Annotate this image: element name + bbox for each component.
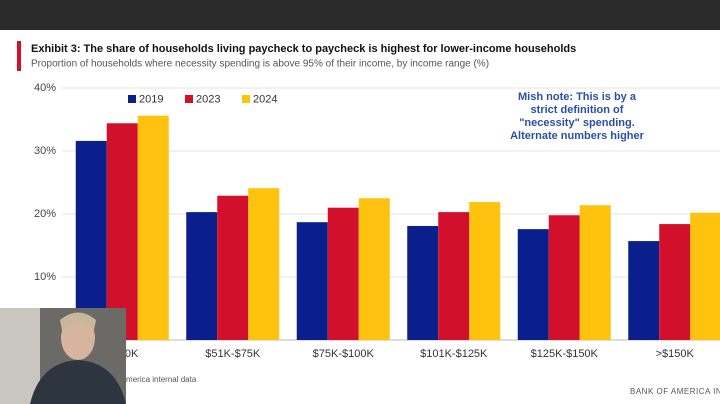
bar — [186, 212, 218, 340]
x-tick-label: >$150K — [656, 348, 695, 360]
source: Source: Bank of America internal data — [62, 375, 197, 384]
bar — [327, 207, 359, 340]
webcam-hair — [60, 312, 96, 330]
annotation: Alternate numbers higher — [510, 130, 645, 142]
bar — [358, 198, 390, 340]
legend-label: 2019 — [139, 93, 163, 105]
webcam-overlay — [0, 308, 126, 404]
x-tick-label: $75K-$100K — [313, 348, 375, 360]
y-tick-label: 10% — [34, 271, 56, 283]
bar — [469, 202, 501, 340]
x-tick-label: $125K-$150K — [531, 348, 599, 360]
title-accent — [17, 41, 21, 71]
chart-subtitle: Proportion of households where necessity… — [31, 59, 489, 70]
legend-swatch — [128, 95, 136, 103]
bar — [217, 195, 249, 340]
legend-label: 2023 — [196, 93, 220, 105]
legend-swatch — [185, 95, 193, 103]
bar — [517, 229, 549, 340]
legend-swatch — [242, 95, 250, 103]
webcam-face — [61, 316, 95, 360]
bar — [548, 215, 580, 340]
bar — [628, 241, 660, 340]
bar — [248, 188, 280, 340]
bar — [438, 212, 470, 340]
footer: BANK OF AMERICA INSTITUTE — [630, 387, 720, 396]
y-tick-label: 20% — [34, 208, 56, 220]
video-frame-top — [0, 0, 720, 30]
bar — [690, 212, 720, 340]
webcam-shirt — [30, 360, 126, 404]
webcam-wall — [0, 308, 40, 404]
bar — [407, 225, 439, 340]
y-tick-label: 40% — [34, 82, 56, 94]
chart-title: Exhibit 3: The share of households livin… — [31, 43, 576, 55]
bar — [296, 222, 328, 340]
bar — [659, 224, 691, 340]
bar — [579, 205, 611, 340]
bar — [137, 115, 169, 340]
bar — [106, 123, 138, 340]
bar — [75, 140, 107, 340]
y-tick-label: 30% — [34, 145, 56, 157]
x-tick-label: $101K-$125K — [420, 348, 488, 360]
legend-label: 2024 — [253, 93, 277, 105]
annotation: strict definition of — [531, 104, 624, 116]
x-tick-label: $51K-$75K — [205, 348, 261, 360]
annotation: Mish note: This is by a — [518, 91, 637, 103]
annotation: "necessity" spending. — [519, 117, 635, 129]
